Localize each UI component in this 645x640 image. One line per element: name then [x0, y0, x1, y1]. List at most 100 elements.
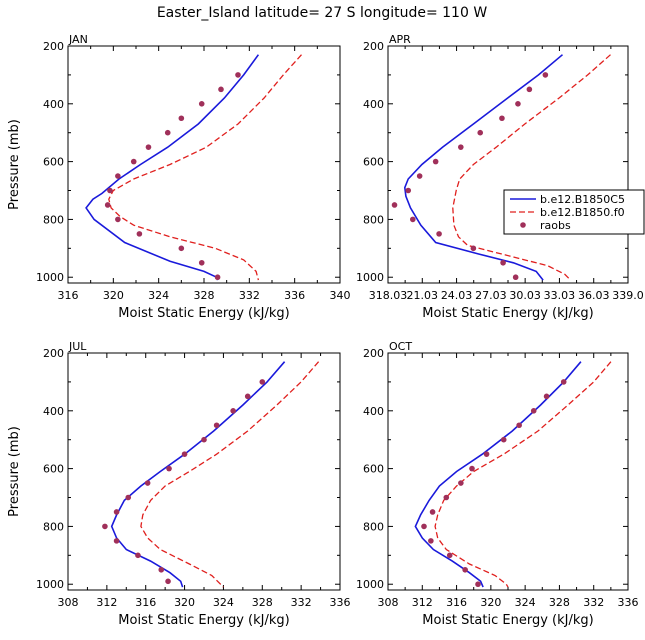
- raobs-point: [458, 480, 464, 486]
- legend-entry-label: raobs: [540, 219, 571, 232]
- panel-jul: JUL 308 312 316 320 324 328 332 336 200 400 600 800 1…: [7, 340, 351, 628]
- series-line-b1850-f0: [140, 361, 320, 588]
- x-axis-label: Moist Static Energy (kJ/kg): [118, 613, 289, 628]
- y-tick-label: 800: [43, 213, 64, 226]
- y-tick-label: 200: [363, 347, 384, 360]
- raobs-point: [218, 86, 224, 93]
- plot-frame: [67, 45, 341, 284]
- panel-label: JAN: [68, 33, 88, 46]
- panel-label: APR: [389, 33, 411, 46]
- y-tick-label: 200: [363, 40, 384, 53]
- raobs-point: [446, 552, 453, 559]
- raobs-point: [462, 566, 468, 573]
- raobs-point: [443, 494, 450, 501]
- raobs-point: [477, 129, 484, 136]
- y-axis-label: Pressure (mb): [7, 119, 22, 210]
- raobs-point: [516, 422, 522, 429]
- raobs-point: [428, 538, 434, 544]
- raobs-point: [115, 216, 121, 223]
- x-tick-label: 316: [58, 289, 79, 302]
- y-tick-label: 800: [43, 520, 64, 533]
- raobs-point: [235, 72, 241, 78]
- raobs-point: [201, 436, 207, 443]
- raobs-point: [483, 451, 490, 457]
- x-tick-label: 332: [291, 596, 312, 609]
- raobs-point: [230, 408, 236, 414]
- x-tick-label: 328: [549, 596, 570, 609]
- x-tick-label: 336: [284, 289, 305, 302]
- panel-apr: APR 318.03 21.03 24.03 27.03 30.03 33.03 36.03 3…: [356, 33, 644, 321]
- x-tick-label: 324: [515, 596, 536, 609]
- y-tick-label: 600: [363, 156, 384, 169]
- raobs-point: [145, 144, 152, 150]
- x-tick-label: 24.03: [441, 289, 473, 302]
- y-tick-label: 400: [363, 98, 384, 111]
- raobs-point: [158, 566, 165, 573]
- y-tick-label: 200: [43, 347, 64, 360]
- x-tick-label: 308: [378, 596, 399, 609]
- plot-area: [391, 54, 611, 281]
- series-line-b1850c5: [403, 54, 564, 281]
- y-tick-label: 400: [43, 98, 64, 111]
- series-line-b1850c5: [85, 54, 260, 281]
- raobs-point: [102, 523, 108, 530]
- y-tick-label: 600: [363, 463, 384, 476]
- panel-label: OCT: [389, 340, 412, 353]
- y-tick-label: 1000: [356, 271, 384, 284]
- raobs-point: [499, 115, 505, 122]
- raobs-point: [181, 451, 188, 457]
- y-tick-label: 400: [43, 405, 64, 418]
- x-tick-label: 339.0: [612, 289, 644, 302]
- plot-frame: [387, 45, 629, 284]
- raobs-point: [475, 581, 481, 588]
- x-tick-label: 320: [103, 289, 124, 302]
- x-tick-label: 320: [480, 596, 501, 609]
- x-tick-label: 30.03: [509, 289, 541, 302]
- x-tick-label: 336: [330, 596, 351, 609]
- panel-oct: OCT 308 312 316 320 324 328 332 336 200 400 600 800 1…: [356, 340, 639, 628]
- raobs-point: [429, 509, 436, 515]
- legend-entry-label: b.e12.B1850.f0: [540, 206, 625, 219]
- raobs-point: [512, 274, 519, 281]
- raobs-point: [214, 274, 221, 281]
- y-tick-label: 200: [43, 40, 64, 53]
- raobs-point: [436, 231, 442, 237]
- raobs-point: [530, 408, 537, 414]
- legend-box: [503, 189, 645, 235]
- panel-label: JUL: [68, 340, 87, 353]
- y-tick-label: 400: [363, 405, 384, 418]
- x-tick-label: 324: [213, 596, 234, 609]
- raobs-point: [135, 552, 141, 559]
- x-axis-label: Moist Static Energy (kJ/kg): [118, 306, 289, 321]
- raobs-point: [165, 578, 171, 585]
- raobs-point: [136, 231, 143, 237]
- raobs-point: [500, 436, 507, 443]
- x-axis-label: Moist Static Energy (kJ/kg): [422, 613, 593, 628]
- raobs-point: [543, 393, 550, 400]
- x-tick-label: 316: [135, 596, 156, 609]
- raobs-point: [178, 245, 185, 252]
- y-tick-label: 600: [43, 156, 64, 169]
- raobs-point: [421, 523, 427, 530]
- x-tick-label: 324: [148, 289, 169, 302]
- raobs-point: [244, 393, 251, 400]
- x-tick-label: 320: [174, 596, 195, 609]
- series-line-b1850c5: [110, 361, 286, 588]
- y-tick-label: 1000: [36, 271, 64, 284]
- raobs-point: [416, 173, 423, 179]
- raobs-point: [166, 465, 172, 472]
- raobs-point: [405, 187, 412, 194]
- plot-area: [414, 361, 612, 588]
- x-axis-label: Moist Static Energy (kJ/kg): [422, 306, 593, 321]
- raobs-point: [130, 158, 137, 165]
- figure-title: Easter_Island latitude= 27 S longitude= …: [157, 5, 487, 21]
- y-tick-label: 1000: [356, 578, 384, 591]
- raobs-point: [213, 422, 220, 429]
- raobs-point: [107, 187, 113, 194]
- raobs-point: [500, 259, 506, 266]
- raobs-point: [104, 202, 111, 208]
- x-tick-label: 332: [239, 289, 260, 302]
- panels: JAN 316 320 324 328 332 336 340 200 400 600 800 1000…: [7, 33, 644, 628]
- x-tick-label: 318.03: [369, 289, 408, 302]
